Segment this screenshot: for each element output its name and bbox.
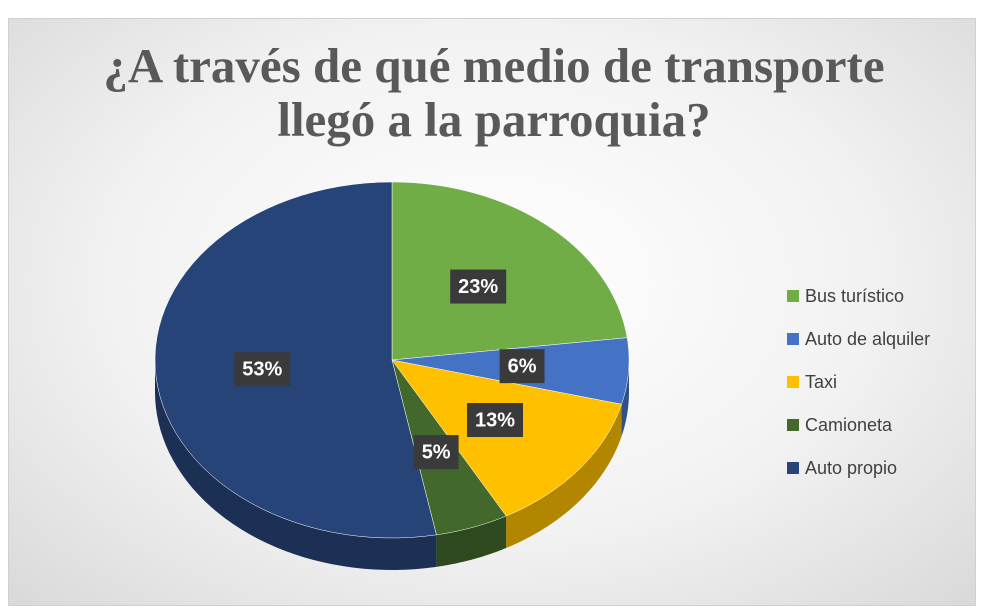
legend-swatch <box>787 419 799 431</box>
legend-label: Auto de alquiler <box>805 329 930 349</box>
legend-label: Taxi <box>805 372 837 392</box>
legend-swatch <box>787 290 799 302</box>
data-label: 6% <box>499 349 545 384</box>
slice <box>391 181 628 361</box>
data-label: 13% <box>466 403 524 438</box>
data-label: 53% <box>234 352 291 387</box>
legend-swatch <box>787 462 799 474</box>
data-label-text: 13% <box>475 409 515 431</box>
legend-swatch <box>787 333 799 345</box>
slice <box>154 181 437 539</box>
legend-swatch <box>787 376 799 388</box>
slice-side <box>436 515 507 567</box>
data-label-text: 5% <box>422 441 451 463</box>
data-label-text: 23% <box>458 276 498 298</box>
legend-label: Bus turístico <box>805 286 904 306</box>
slice-side <box>506 404 622 548</box>
data-label-text: 53% <box>242 358 282 380</box>
data-label-box <box>413 435 459 470</box>
data-label: 23% <box>450 269 507 304</box>
data-label-box <box>234 352 291 387</box>
slice-side <box>155 360 437 570</box>
legend-label: Auto propio <box>805 458 897 478</box>
slice <box>391 359 622 517</box>
data-label-text: 6% <box>508 355 537 377</box>
data-label: 5% <box>413 435 459 470</box>
legend-label: Camioneta <box>805 415 893 435</box>
data-label-box <box>450 269 507 304</box>
slice-side <box>621 360 629 437</box>
chart-title: ¿A través de qué medio de transporte lle… <box>103 38 885 147</box>
data-label-box <box>499 349 545 384</box>
data-label-box <box>466 403 524 438</box>
